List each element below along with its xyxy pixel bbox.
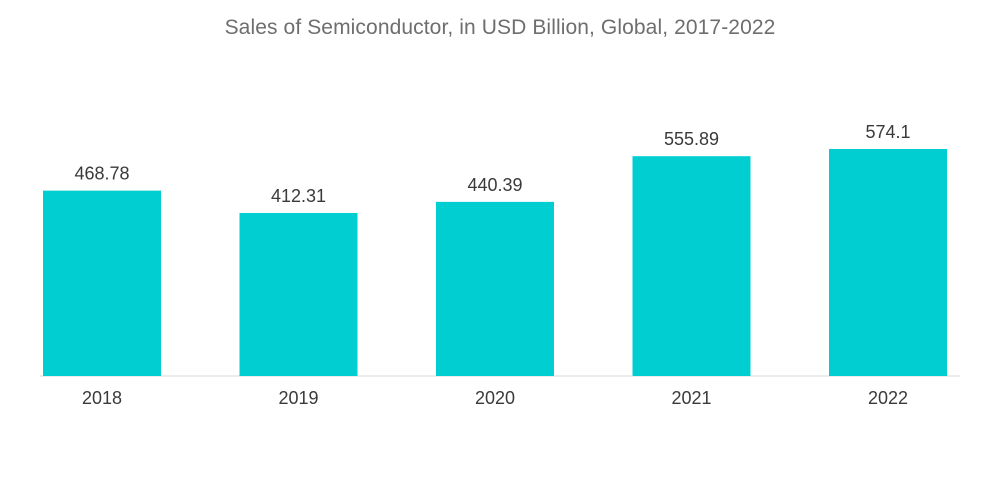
chart-title: Sales of Semiconductor, in USD Billion, … [224, 16, 776, 39]
x-tick-label-2022: 2022 [868, 388, 908, 408]
x-tick-label-2018: 2018 [82, 388, 122, 408]
value-label-2019: 412.31 [271, 186, 326, 206]
value-label-2020: 440.39 [467, 175, 522, 195]
bar-2022 [829, 149, 947, 376]
x-tick-label-2021: 2021 [671, 388, 711, 408]
bar-2018 [43, 190, 161, 376]
x-tick-label-2019: 2019 [278, 388, 318, 408]
x-tick-label-2020: 2020 [475, 388, 515, 408]
bar-2021 [632, 156, 751, 376]
bar-2019 [239, 212, 358, 376]
value-label-2018: 468.78 [74, 164, 129, 184]
bar-2020 [436, 201, 554, 376]
value-label-2022: 574.1 [865, 122, 910, 142]
value-label-2021: 555.89 [664, 129, 719, 149]
